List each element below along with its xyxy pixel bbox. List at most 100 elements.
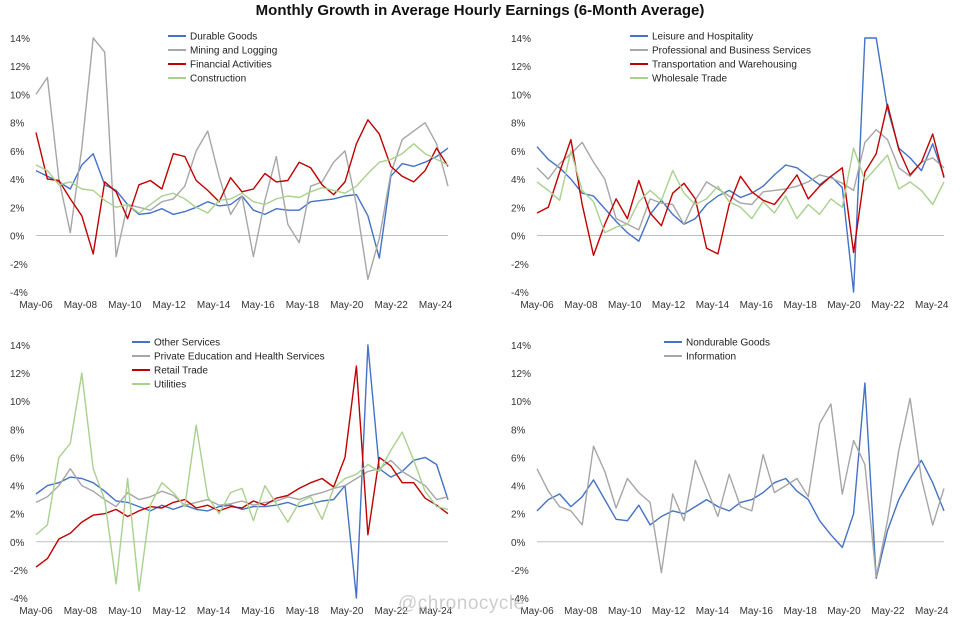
x-tick-label: May-12 xyxy=(153,606,187,617)
y-tick-label: -4% xyxy=(10,288,28,299)
y-tick-label: 0% xyxy=(10,232,25,243)
y-tick-label: 6% xyxy=(511,147,526,158)
series-line-utilities xyxy=(35,372,449,592)
x-tick-label: May-22 xyxy=(871,606,905,617)
y-tick-label: -4% xyxy=(10,594,28,605)
y-tick-label: 6% xyxy=(10,147,25,158)
x-tick-label: May-24 xyxy=(419,300,453,311)
x-tick-label: May-06 xyxy=(19,300,53,311)
x-tick-label: May-16 xyxy=(241,300,275,311)
x-tick-label: May-08 xyxy=(64,300,98,311)
legend-label: Construction xyxy=(190,74,246,85)
x-tick-label: May-22 xyxy=(871,300,905,311)
series-line-financial-activities xyxy=(35,119,449,255)
x-tick-label: May-10 xyxy=(608,300,642,311)
series-line-mining-and-logging xyxy=(35,37,449,280)
x-tick-label: May-16 xyxy=(740,606,774,617)
legend-label: Mining and Logging xyxy=(190,46,277,57)
y-tick-label: 2% xyxy=(10,203,25,214)
y-tick-label: 2% xyxy=(511,203,526,214)
x-tick-label: May-10 xyxy=(608,606,642,617)
y-tick-label: 14% xyxy=(10,34,30,45)
x-tick-label: May-12 xyxy=(652,606,686,617)
y-tick-label: 4% xyxy=(10,175,25,186)
y-tick-label: 4% xyxy=(511,175,526,186)
y-tick-label: 12% xyxy=(10,369,30,380)
x-tick-label: May-16 xyxy=(740,300,774,311)
legend-label: Wholesale Trade xyxy=(652,74,727,85)
y-tick-label: 0% xyxy=(511,232,526,243)
legend-label: Transportation and Warehousing xyxy=(652,60,797,71)
y-tick-label: 12% xyxy=(511,369,531,380)
x-tick-label: May-14 xyxy=(197,606,231,617)
watermark-text: @chronocycle xyxy=(398,593,525,614)
y-tick-label: -2% xyxy=(511,260,529,271)
y-tick-label: -2% xyxy=(10,260,28,271)
y-tick-label: 12% xyxy=(511,62,531,73)
y-tick-label: 4% xyxy=(10,482,25,493)
y-tick-label: 8% xyxy=(511,119,526,130)
x-tick-label: May-12 xyxy=(153,300,187,311)
legend-label: Other Services xyxy=(154,338,220,349)
y-tick-label: 10% xyxy=(511,90,531,101)
legend-label: Private Education and Health Services xyxy=(154,352,325,363)
y-tick-label: 14% xyxy=(10,341,30,352)
x-tick-label: May-10 xyxy=(108,606,142,617)
x-tick-label: May-18 xyxy=(783,300,817,311)
y-tick-label: -2% xyxy=(10,566,28,577)
legend-label: Retail Trade xyxy=(154,366,208,377)
chart-title: Monthly Growth in Average Hourly Earning… xyxy=(255,2,705,19)
x-tick-label: May-16 xyxy=(241,606,275,617)
x-tick-label: May-14 xyxy=(696,606,730,617)
legend-label: Nondurable Goods xyxy=(686,338,770,349)
x-tick-label: May-20 xyxy=(330,606,364,617)
y-tick-label: 8% xyxy=(10,119,25,130)
y-tick-label: 14% xyxy=(511,341,531,352)
x-tick-label: May-06 xyxy=(520,300,554,311)
y-tick-label: 12% xyxy=(10,62,30,73)
y-tick-label: -2% xyxy=(511,566,529,577)
y-tick-label: 0% xyxy=(511,538,526,549)
x-tick-label: May-20 xyxy=(827,300,861,311)
x-tick-label: May-14 xyxy=(197,300,231,311)
y-tick-label: 0% xyxy=(10,538,25,549)
y-tick-label: 14% xyxy=(511,34,531,45)
x-tick-label: May-22 xyxy=(374,606,408,617)
x-tick-label: May-08 xyxy=(564,300,598,311)
y-tick-label: 8% xyxy=(511,425,526,436)
x-tick-label: May-14 xyxy=(696,300,730,311)
series-line-information xyxy=(536,397,945,578)
x-tick-label: May-24 xyxy=(915,606,949,617)
x-tick-label: May-22 xyxy=(374,300,408,311)
legend-label: Professional and Business Services xyxy=(652,46,811,57)
y-tick-label: 6% xyxy=(511,453,526,464)
x-tick-label: May-18 xyxy=(783,606,817,617)
x-tick-label: May-08 xyxy=(64,606,98,617)
series-line-retail-trade xyxy=(35,365,449,568)
legend-label: Financial Activities xyxy=(190,60,272,71)
x-tick-label: May-06 xyxy=(520,606,554,617)
series-line-construction xyxy=(35,143,449,214)
series-line-professional-and-business-services xyxy=(536,128,945,231)
x-tick-label: May-20 xyxy=(827,606,861,617)
x-tick-label: May-24 xyxy=(419,606,453,617)
x-tick-label: May-10 xyxy=(108,300,142,311)
series-line-nondurable-goods xyxy=(536,382,945,579)
y-tick-label: 4% xyxy=(511,482,526,493)
series-line-leisure-and-hospitality xyxy=(536,37,945,293)
series-line-wholesale-trade xyxy=(536,147,945,234)
legend-label: Information xyxy=(686,352,736,363)
y-tick-label: 2% xyxy=(511,510,526,521)
x-tick-label: May-18 xyxy=(286,606,320,617)
x-tick-label: May-20 xyxy=(330,300,364,311)
x-tick-label: May-12 xyxy=(652,300,686,311)
y-tick-label: 10% xyxy=(511,397,531,408)
x-tick-label: May-18 xyxy=(286,300,320,311)
series-line-transportation-and-warehousing xyxy=(536,103,945,257)
y-tick-label: -4% xyxy=(511,288,529,299)
legend-label: Leisure and Hospitality xyxy=(652,32,753,43)
legend-label: Durable Goods xyxy=(190,32,257,43)
